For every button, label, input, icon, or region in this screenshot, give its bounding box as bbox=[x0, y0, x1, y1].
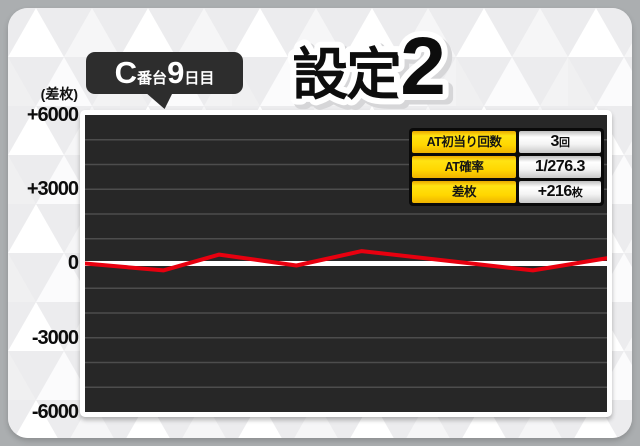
machine-day-suffix: 日目 bbox=[184, 70, 215, 87]
zero-line bbox=[85, 261, 607, 266]
y-tick-minus3000: -3000 bbox=[31, 327, 79, 349]
page-title-text: 設定2 bbox=[292, 21, 444, 112]
machine-label-bubble: C 番台 9 日目 bbox=[86, 52, 243, 94]
stat-value-at-hits: 3回 bbox=[519, 131, 601, 153]
diff-line-series bbox=[85, 249, 607, 273]
machine-day: 9 bbox=[167, 55, 185, 90]
machine-unit-suffix: 番台 bbox=[137, 70, 168, 87]
stats-table: AT初当り回数 3回 AT確率 1/276.3 差枚 +216枚 bbox=[409, 128, 604, 206]
stat-value-diff: +216枚 bbox=[519, 181, 601, 203]
stat-label-at-rate: AT確率 bbox=[412, 156, 516, 178]
y-tick-plus3000: +3000 bbox=[26, 178, 79, 200]
page-title-shadow: 設定2 bbox=[296, 25, 448, 112]
y-tick-zero: 0 bbox=[67, 252, 79, 274]
stat-label-diff: 差枚 bbox=[412, 181, 516, 203]
machine-unit: C bbox=[114, 55, 138, 90]
y-tick-minus6000: -6000 bbox=[31, 401, 79, 423]
y-tick-plus6000: +6000 bbox=[26, 104, 79, 126]
stat-label-at-hits: AT初当り回数 bbox=[412, 131, 516, 153]
page-title: 設定2 設定2 bbox=[286, 15, 456, 112]
stat-value-at-rate: 1/276.3 bbox=[519, 156, 601, 178]
y-axis-unit-label: (差枚) bbox=[40, 86, 78, 102]
